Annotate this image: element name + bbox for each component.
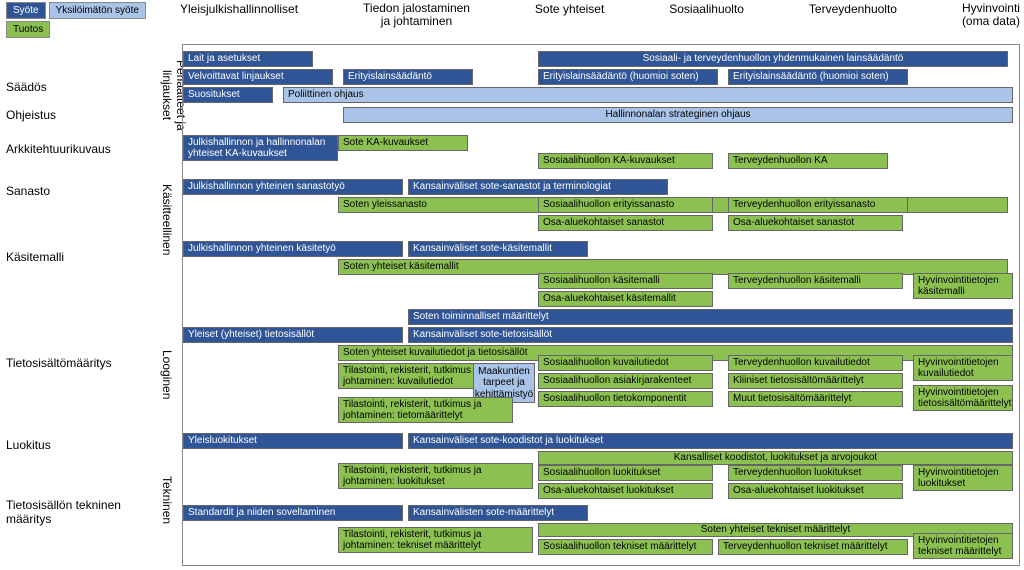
diagram-box: Terveydenhuollon luokitukset xyxy=(728,465,903,481)
diagram-box: Hyvinvointitietojen luokitukset xyxy=(913,465,1013,491)
diagram-box: Velvoittavat linjaukset xyxy=(183,69,333,85)
legend-tuotos: Tuotos xyxy=(6,21,50,38)
column-headers: Yleisjulkishallinnolliset Tiedon jalosta… xyxy=(180,2,1020,28)
diagram-box: Kansainvälisten sote-määrittelyt xyxy=(408,505,588,521)
diagram-box: Terveydenhuollon kuvailutiedot xyxy=(728,355,903,371)
diagram-box: Erityislainsäädäntö (huomioi soten) xyxy=(728,69,908,85)
row-saados: Säädös xyxy=(6,80,47,94)
diagram-box: Terveydenhuollon KA xyxy=(728,153,888,169)
row-tietosisalto: Tietosisältömääritys xyxy=(6,356,112,370)
diagram-box: Sosiaalihuollon tietokomponentit xyxy=(538,391,713,407)
col-4: Sosiaalihuolto xyxy=(669,2,744,28)
diagram-box: Sosiaalihuollon KA-kuvaukset xyxy=(538,153,713,169)
diagram-box: Kliiniset tietosisältömäärittelyt xyxy=(728,373,903,389)
diagram-box: Kansainväliset sote-käsitemallit xyxy=(408,241,588,257)
diagram-box: Sosiaalihuollon luokitukset xyxy=(538,465,713,481)
diagram-box: Hyvinvointitietojen tietosisältömääritte… xyxy=(913,385,1013,411)
diagram-box: Osa-aluekohtaiset luokitukset xyxy=(538,483,713,499)
diagram-box: Kansainväliset sote-tietosisällöt xyxy=(408,327,1013,343)
diagram-box: Sosiaalihuollon asiakirjarakenteet xyxy=(538,373,713,389)
row-ohjeistus: Ohjeistus xyxy=(6,108,56,122)
diagram-box: Erityislainsäädäntö xyxy=(343,69,473,85)
vcat-tekninen: Tekninen xyxy=(160,450,174,550)
diagram-box: Terveydenhuollon käsitemalli xyxy=(728,273,903,289)
diagram-box: Kansainväliset sote-sanastot ja terminol… xyxy=(408,179,668,195)
diagram-box: Poliittinen ohjaus xyxy=(283,87,1013,103)
diagram-box: Yleisluokitukset xyxy=(183,433,403,449)
row-tekninen: Tietosisällön tekninen määritys xyxy=(6,498,156,527)
diagram-box: Sosiaalihuollon erityissanasto xyxy=(538,197,713,213)
diagram-box: Sote KA-kuvaukset xyxy=(338,135,468,151)
col-2: Tiedon jalostaminenja johtaminen xyxy=(363,2,470,28)
diagram-box: Tilastointi, rekisterit, tutkimus ja joh… xyxy=(338,527,533,553)
diagram-box: Sosiaalihuollon kuvailutiedot xyxy=(538,355,713,371)
diagram-box: Suositukset xyxy=(183,87,273,103)
diagram-canvas: Lait ja asetukset Sosiaali- ja terveydenh… xyxy=(182,44,1020,566)
diagram-box: Sosiaalihuollon käsitemalli xyxy=(538,273,713,289)
vcat-looginen: Looginen xyxy=(160,320,174,430)
diagram-box: Muut tietosisältömäärittelyt xyxy=(728,391,903,407)
diagram-box: Terveydenhuollon tekniset määrittelyt xyxy=(718,539,908,555)
diagram-box: Sosiaali- ja terveydenhuollon yhdenmukai… xyxy=(538,51,1008,67)
row-arkkitehtuuri: Arkkitehtuurikuvaus xyxy=(6,142,111,156)
col-3: Sote yhteiset xyxy=(535,2,604,28)
diagram-box: Julkishallinnon ja hallinnonalan yhteise… xyxy=(183,135,338,161)
diagram-box: Hyvinvointitietojen kuvailutiedot xyxy=(913,355,1013,381)
diagram-box: Tilastointi, rekisterit, tutkimus ja joh… xyxy=(338,463,533,489)
diagram-box: Osa-aluekohtaiset käsitemallit xyxy=(538,291,713,307)
diagram-box: Yleiset (yhteiset) tietosisällöt xyxy=(183,327,403,343)
diagram-box: Osa-aluekohtaiset sanastot xyxy=(538,215,713,231)
diagram-box: Osa-aluekohtaiset sanastot xyxy=(728,215,903,231)
diagram-box: Julkishallinnon yhteinen sanastotyö xyxy=(183,179,403,195)
diagram-box: Hyvinvointitietojen tekniset määrittelyt xyxy=(913,533,1013,559)
diagram-box: Hallinnonalan strateginen ohjaus xyxy=(343,107,1013,123)
row-sanasto: Sanasto xyxy=(6,184,50,198)
diagram-box: Sosiaalihuollon tekniset määrittelyt xyxy=(538,539,713,555)
diagram-box: Soten toiminnalliset määrittelyt xyxy=(408,309,1013,325)
row-luokitus: Luokitus xyxy=(6,438,51,452)
diagram-box: Lait ja asetukset xyxy=(183,51,313,67)
legend: Syöte Yksilöimätön syöte Tuotos xyxy=(6,2,146,38)
diagram-box: Julkishallinnon yhteinen käsitetyö xyxy=(183,241,403,257)
diagram-box: Terveydenhuollon erityissanasto xyxy=(728,197,908,213)
diagram-box: Erityislainsäädäntö (huomioi soten) xyxy=(538,69,718,85)
diagram-box: Kansalliset koodistot, luokitukset ja ar… xyxy=(538,451,1013,465)
diagram-box: Kansainväliset sote-koodistot ja luokitu… xyxy=(408,433,1013,449)
vertical-category-labels: Periaatteet ja linjaukset Käsitteellinen… xyxy=(160,50,182,560)
diagram-box: Standardit ja niiden soveltaminen xyxy=(183,505,403,521)
col-5: Terveydenhuolto xyxy=(809,2,897,28)
row-kasitemalli: Käsitemalli xyxy=(6,250,64,264)
vcat-kasitteellinen: Käsitteellinen xyxy=(160,160,174,280)
legend-syote: Syöte xyxy=(6,2,46,19)
diagram-box: Osa-aluekohtaiset luokitukset xyxy=(728,483,903,499)
diagram-box: Tilastointi, rekisterit, tutkimus ja joh… xyxy=(338,397,513,423)
diagram-box: Hyvinvointitietojen käsitemalli xyxy=(913,273,1013,299)
col-1: Yleisjulkishallinnolliset xyxy=(180,2,298,28)
legend-yksiloimaton: Yksilöimätön syöte xyxy=(49,2,146,19)
col-6: Hyvinvointi(oma data) xyxy=(962,2,1020,28)
